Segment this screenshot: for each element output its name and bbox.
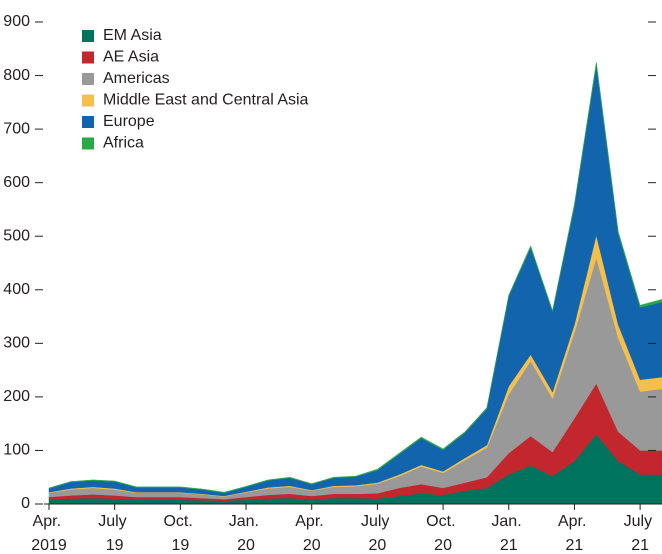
- legend-swatch: [82, 51, 94, 64]
- x-tick-label: Apr. 20: [295, 513, 328, 554]
- x-tick-label-line: 20: [303, 537, 321, 554]
- legend-label: Middle East and Central Asia: [103, 92, 309, 109]
- y-tick-label: 700: [3, 120, 30, 137]
- x-tick-label: July 19: [98, 513, 131, 554]
- y-tick-label: 900: [3, 13, 30, 30]
- area: [48, 62, 662, 494]
- y-tick-label: 0: [21, 495, 30, 512]
- y-tick-label: 300: [3, 335, 30, 352]
- x-tick-label: Apr. 21: [558, 513, 591, 554]
- x-tick-label-line: 20: [368, 537, 386, 554]
- x-tick-label-line: Apr.: [295, 513, 328, 530]
- x-tick-label-line: 21: [500, 537, 518, 554]
- x-tick-label: July 21: [624, 513, 657, 554]
- x-tick-label-line: Apr.: [558, 513, 591, 530]
- legend-label: AE Asia: [103, 49, 159, 66]
- x-tick-label-line: 2019: [31, 537, 67, 554]
- x-tick-label-line: Jan.: [491, 513, 526, 530]
- x-tick-label: Jan. 21: [491, 513, 526, 554]
- legend-swatch: [82, 94, 94, 107]
- x-tick-label-line: 20: [237, 537, 255, 554]
- y-tick-label: 400: [3, 281, 30, 298]
- y-tick-label: 800: [3, 67, 30, 84]
- x-tick-label-line: July: [624, 513, 657, 530]
- x-tick-label: Apr. 2019: [31, 513, 67, 554]
- x-tick-label-line: Jan.: [229, 513, 264, 530]
- x-tick-label: Oct. 20: [426, 513, 460, 554]
- x-tick-label-line: Apr.: [33, 513, 66, 530]
- legend-label: EM Asia: [103, 27, 162, 44]
- x-tick-label-line: July: [361, 513, 394, 530]
- x-tick-label-line: 19: [106, 537, 124, 554]
- legend-swatch: [82, 30, 94, 42]
- legend-label: Americas: [103, 70, 170, 87]
- x-tick-label-line: Oct.: [163, 513, 197, 530]
- x-tick-label: Oct. 19: [163, 513, 197, 554]
- y-tick-label: 200: [3, 388, 30, 405]
- legend-swatch: [82, 116, 94, 128]
- x-tick-label-line: 21: [566, 537, 584, 554]
- x-tick-label-line: Oct.: [426, 513, 460, 530]
- legend-label: Africa: [103, 135, 144, 152]
- legend-swatch: [82, 73, 94, 85]
- y-tick-label: 500: [3, 227, 30, 244]
- x-tick-label: July 20: [361, 513, 394, 554]
- x-tick-label: Jan. 20: [229, 513, 264, 554]
- x-tick-label-line: 21: [631, 537, 649, 554]
- y-tick-label: 100: [3, 442, 30, 459]
- x-tick-label-line: 19: [171, 537, 189, 554]
- legend-label: Europe: [103, 113, 155, 130]
- x-tick-label-line: 20: [434, 537, 452, 554]
- y-tick-label: 600: [3, 174, 30, 191]
- x-tick-label-line: July: [98, 513, 131, 530]
- legend-swatch: [82, 137, 94, 150]
